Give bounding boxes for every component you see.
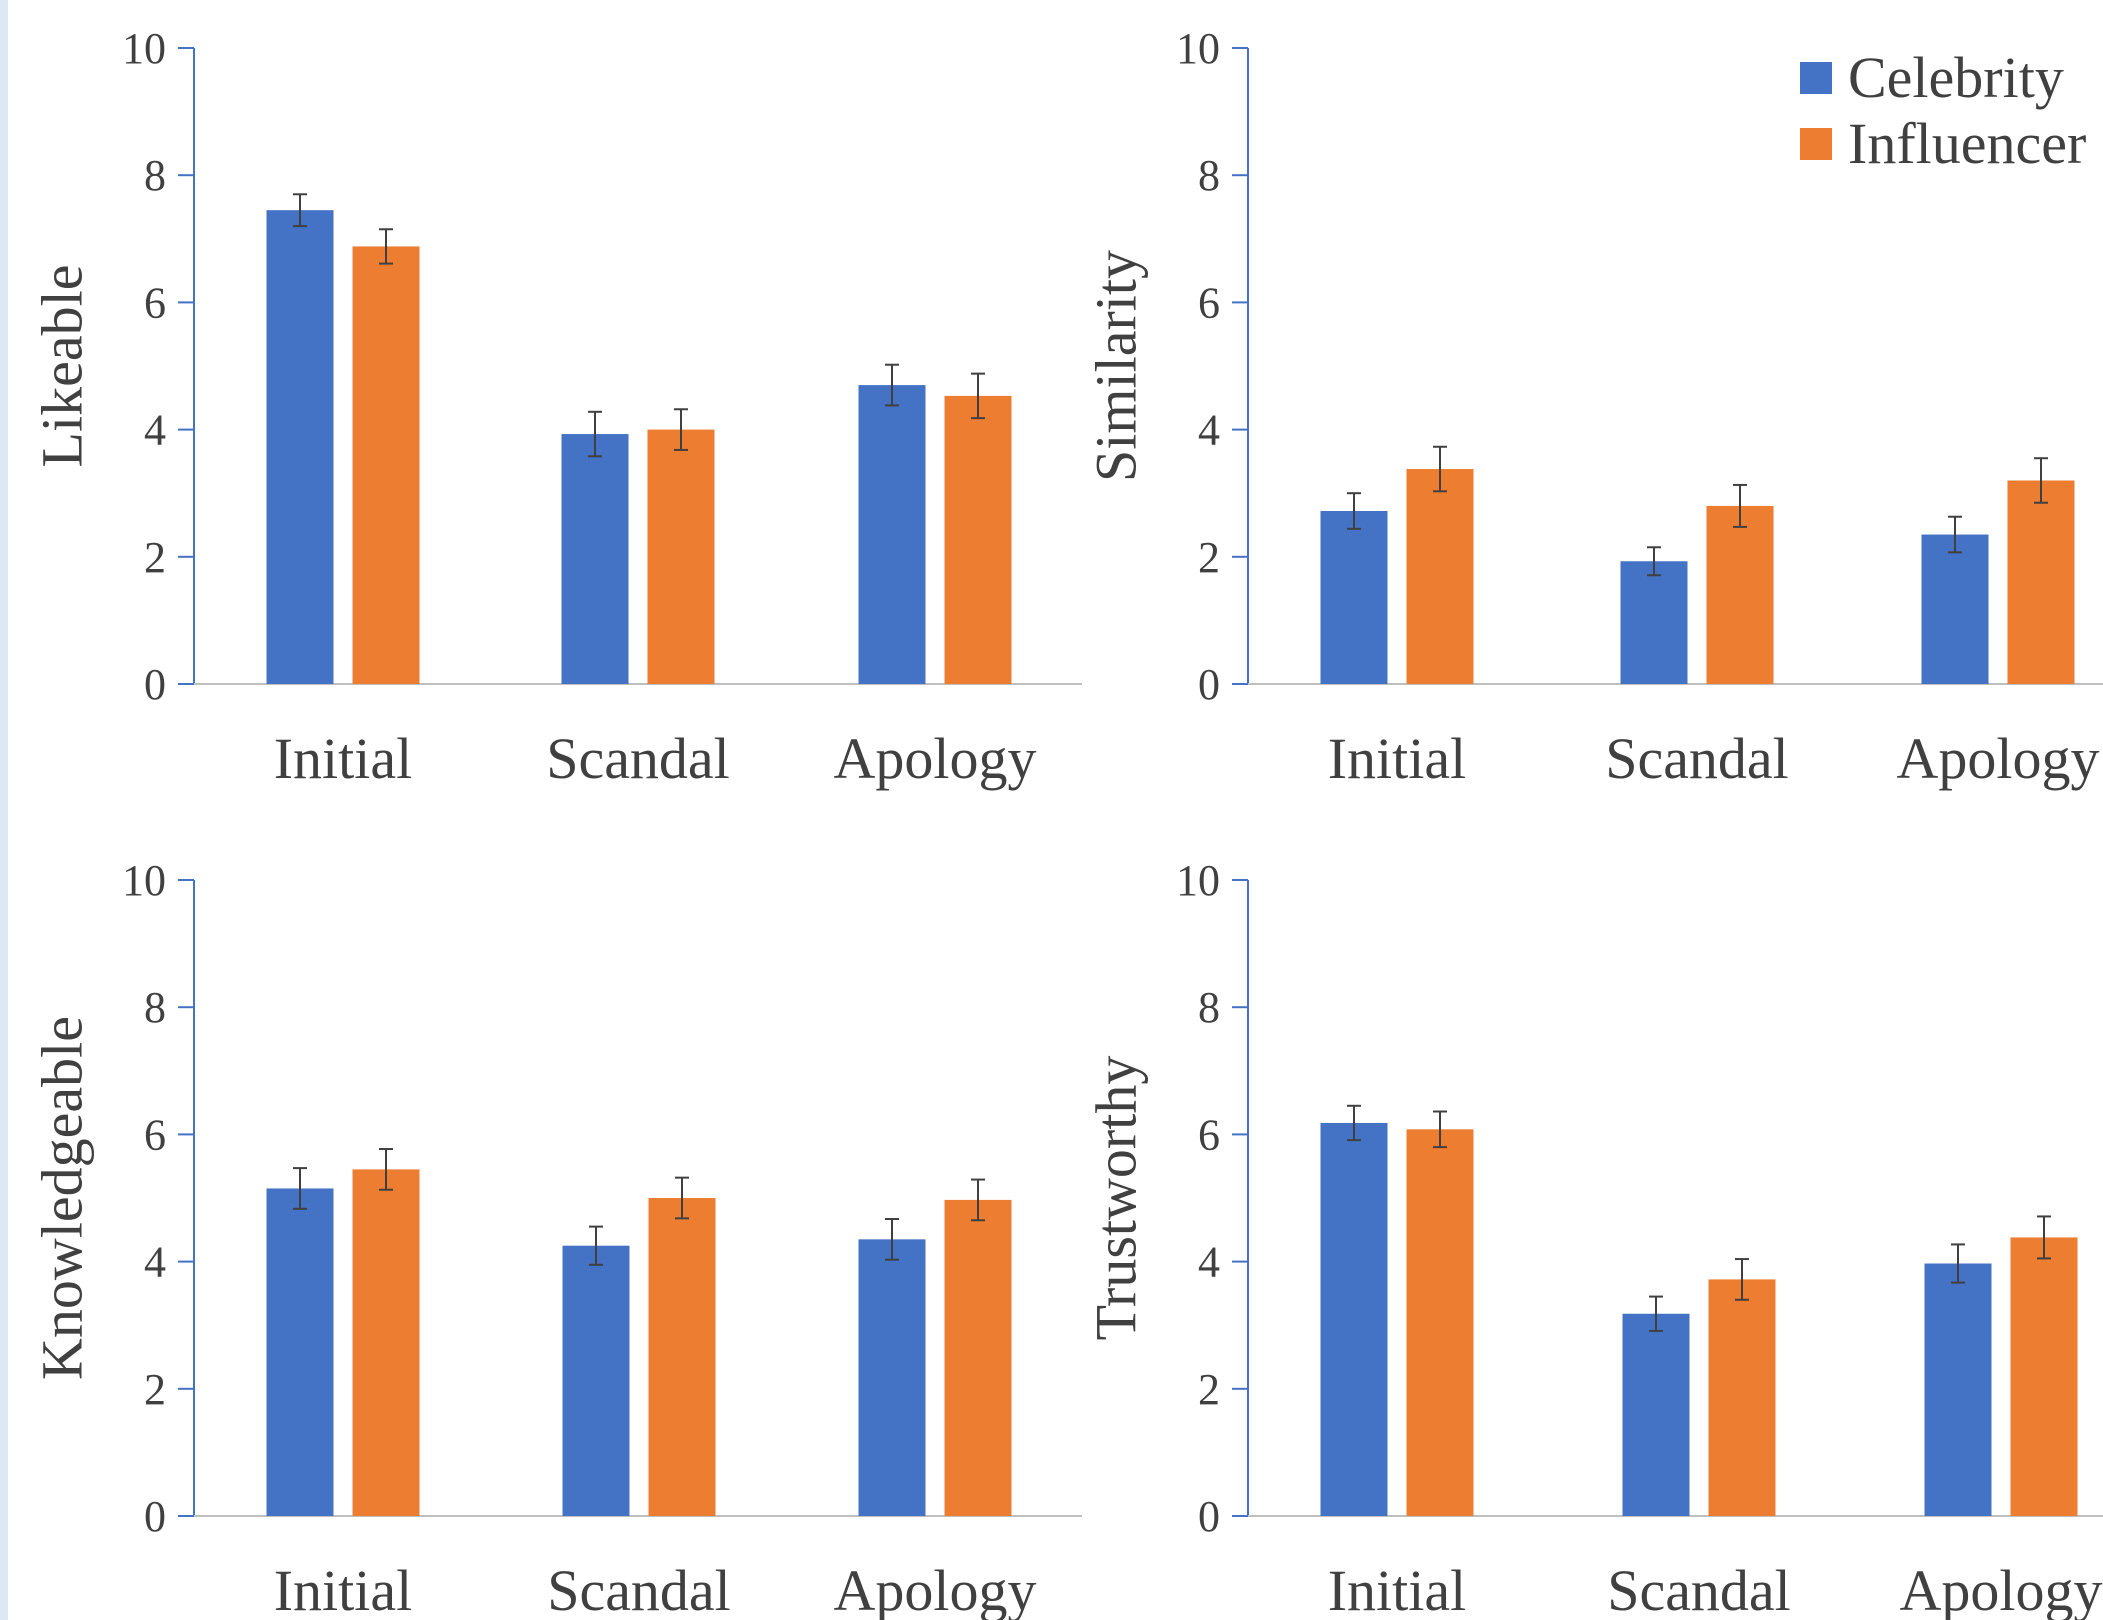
bar-celebrity-scandal xyxy=(561,434,629,684)
bar-celebrity-apology xyxy=(1924,1263,1992,1516)
bar-influencer-apology xyxy=(2007,480,2075,684)
bar-influencer-scandal xyxy=(647,429,715,684)
y-tick-label: 10 xyxy=(1176,24,1220,73)
y-tick-label: 2 xyxy=(1198,533,1220,582)
error-bar-celebrity-initial xyxy=(293,1167,307,1210)
y-tick-label: 10 xyxy=(122,856,166,905)
category-label-initial: Initial xyxy=(1328,1558,1467,1620)
chart-panel-knowledgeable: 0 2 4 6 8 10 Knowledgeable Initial Scandal Apolog… xyxy=(29,856,1082,1620)
legend-label-influencer: Influencer xyxy=(1848,111,2086,176)
error-bar-influencer-apology xyxy=(971,372,985,420)
bar-celebrity-scandal xyxy=(562,1245,630,1516)
error-bar-celebrity-scandal xyxy=(588,410,602,458)
error-bar-celebrity-scandal xyxy=(1649,1295,1663,1332)
y-tick-label: 6 xyxy=(144,278,166,327)
error-bar-influencer-initial xyxy=(379,1148,393,1191)
error-bar-influencer-scandal xyxy=(674,408,688,451)
bar-influencer-apology xyxy=(944,395,1012,684)
legend-swatch-celebrity xyxy=(1800,62,1832,94)
error-bar-celebrity-initial xyxy=(1347,1104,1361,1142)
y-tick-label: 2 xyxy=(144,533,166,582)
y-tick-label: 0 xyxy=(144,1492,166,1541)
left-edge-strip xyxy=(0,0,8,1620)
category-label-scandal: Scandal xyxy=(1605,726,1789,791)
y-tick-label: 8 xyxy=(1198,983,1220,1032)
category-label-scandal: Scandal xyxy=(547,1558,731,1620)
bar-celebrity-initial xyxy=(266,210,334,684)
bar-celebrity-initial xyxy=(1320,1122,1388,1516)
y-tick-label: 4 xyxy=(144,406,166,455)
error-bar-celebrity-apology xyxy=(1951,1243,1965,1284)
error-bar-celebrity-apology xyxy=(885,1217,899,1261)
error-bar-celebrity-apology xyxy=(885,363,899,407)
bar-celebrity-scandal xyxy=(1620,561,1688,684)
category-label-scandal: Scandal xyxy=(546,726,730,791)
y-tick-label: 8 xyxy=(144,983,166,1032)
category-label-initial: Initial xyxy=(274,1558,413,1620)
chart-panel-trustworthy: 0 2 4 6 8 10 Trustworthy Initial Scandal Apology xyxy=(1083,856,2103,1620)
y-tick-label: 2 xyxy=(144,1365,166,1414)
category-label-apology: Apology xyxy=(1897,726,2100,791)
y-tick-label: 0 xyxy=(1198,1492,1220,1541)
bar-celebrity-apology xyxy=(1921,534,1989,684)
error-bar-influencer-scandal xyxy=(675,1176,689,1220)
bar-celebrity-scandal xyxy=(1622,1313,1690,1516)
bar-influencer-scandal xyxy=(648,1198,716,1516)
error-bar-celebrity-scandal xyxy=(1647,546,1661,577)
bar-celebrity-apology xyxy=(858,385,926,684)
y-axis-title: Likeable xyxy=(29,265,94,468)
y-tick-label: 2 xyxy=(1198,1365,1220,1414)
y-axis-title: Knowledgeable xyxy=(29,1016,94,1380)
y-tick-label: 8 xyxy=(1198,151,1220,200)
bar-influencer-initial xyxy=(1406,469,1474,684)
error-bar-influencer-scandal xyxy=(1733,483,1747,528)
legend: Celebrity Influencer xyxy=(1800,45,2086,176)
bar-celebrity-apology xyxy=(858,1239,926,1516)
chart-panel-similarity: 0 2 4 6 8 10 Similarity Initial Scandal Apology xyxy=(1083,24,2103,791)
category-label-apology: Apology xyxy=(1900,1558,2103,1620)
y-tick-label: 10 xyxy=(1176,856,1220,905)
error-bar-influencer-initial xyxy=(1433,1110,1447,1149)
error-bar-influencer-initial xyxy=(1433,445,1447,493)
y-tick-label: 4 xyxy=(1198,1238,1220,1287)
chart-panel-likeable: 0 2 4 6 8 10 Likeable Initial Scandal Apology xyxy=(29,24,1082,791)
error-bar-celebrity-initial xyxy=(1347,492,1361,530)
legend-swatch-influencer xyxy=(1800,128,1832,160)
bar-influencer-initial xyxy=(352,1169,420,1516)
bar-influencer-apology xyxy=(944,1199,1012,1516)
legend-label-celebrity: Celebrity xyxy=(1848,45,2064,110)
error-bar-celebrity-apology xyxy=(1948,515,1962,554)
bar-influencer-apology xyxy=(2010,1237,2078,1516)
error-bar-influencer-apology xyxy=(2037,1215,2051,1260)
error-bar-celebrity-scandal xyxy=(589,1225,603,1266)
y-axis-title: Trustworthy xyxy=(1083,1056,1148,1341)
bar-celebrity-initial xyxy=(266,1188,334,1516)
bar-influencer-initial xyxy=(1406,1129,1474,1516)
bar-influencer-scandal xyxy=(1706,505,1774,684)
y-tick-label: 0 xyxy=(1198,660,1220,709)
bar-influencer-initial xyxy=(352,246,420,684)
category-label-apology: Apology xyxy=(834,1558,1037,1620)
error-bar-influencer-scandal xyxy=(1735,1258,1749,1301)
error-bar-influencer-apology xyxy=(2034,457,2048,504)
error-bar-influencer-initial xyxy=(379,228,393,265)
y-tick-label: 6 xyxy=(144,1110,166,1159)
bar-influencer-scandal xyxy=(1708,1279,1776,1516)
y-tick-label: 6 xyxy=(1198,1110,1220,1159)
y-tick-label: 4 xyxy=(1198,406,1220,455)
y-tick-label: 6 xyxy=(1198,278,1220,327)
category-label-initial: Initial xyxy=(274,726,413,791)
category-label-initial: Initial xyxy=(1328,726,1467,791)
y-tick-label: 0 xyxy=(144,660,166,709)
error-bar-celebrity-initial xyxy=(293,193,307,228)
error-bar-influencer-apology xyxy=(971,1178,985,1222)
y-tick-label: 4 xyxy=(144,1238,166,1287)
y-tick-label: 10 xyxy=(122,24,166,73)
y-axis-title: Similarity xyxy=(1083,250,1148,482)
category-label-scandal: Scandal xyxy=(1607,1558,1791,1620)
category-label-apology: Apology xyxy=(834,726,1037,791)
bar-celebrity-initial xyxy=(1320,511,1388,684)
y-tick-label: 8 xyxy=(144,151,166,200)
